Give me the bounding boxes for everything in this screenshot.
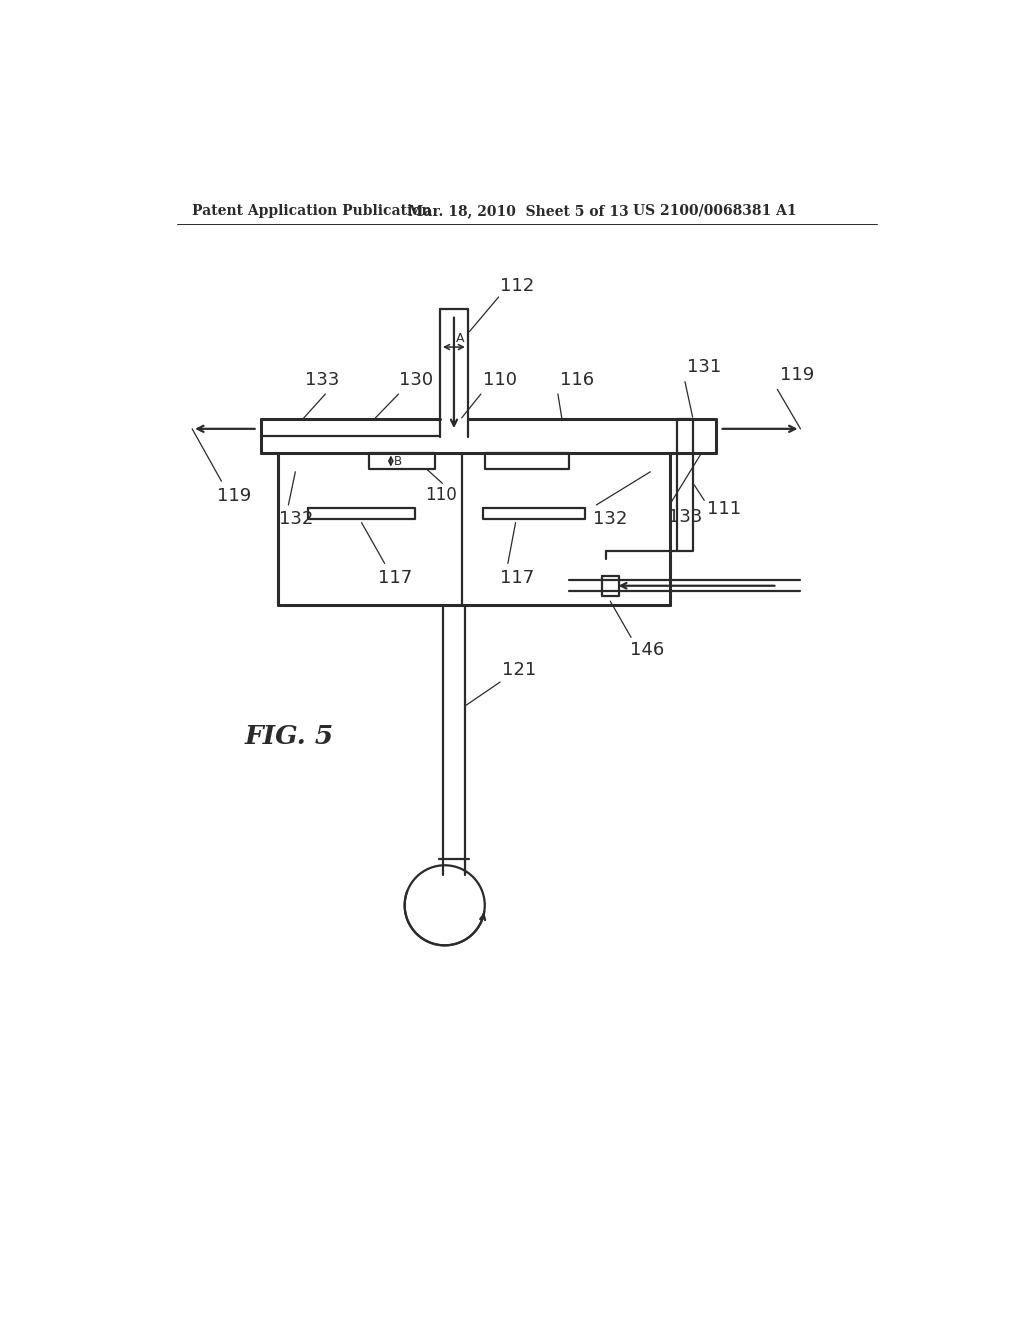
Text: 146: 146	[630, 642, 664, 659]
Text: 119: 119	[779, 366, 814, 384]
Text: 132: 132	[593, 511, 627, 528]
Text: 133: 133	[304, 371, 339, 389]
Text: Mar. 18, 2010  Sheet 5 of 13: Mar. 18, 2010 Sheet 5 of 13	[408, 203, 629, 218]
Text: 119: 119	[217, 487, 251, 504]
Text: 133: 133	[668, 508, 702, 525]
Text: 110: 110	[425, 487, 457, 504]
Text: 131: 131	[687, 358, 722, 376]
Text: 132: 132	[280, 511, 313, 528]
Text: 112: 112	[500, 277, 535, 294]
Text: 130: 130	[398, 371, 433, 389]
Text: Patent Application Publication: Patent Application Publication	[193, 203, 432, 218]
Text: 111: 111	[707, 500, 740, 519]
Text: 116: 116	[560, 371, 594, 389]
Text: B: B	[394, 454, 402, 467]
Text: US 2100/0068381 A1: US 2100/0068381 A1	[633, 203, 797, 218]
Text: 110: 110	[483, 371, 517, 389]
Text: FIG. 5: FIG. 5	[245, 725, 334, 750]
Text: 121: 121	[502, 661, 536, 678]
Text: A: A	[456, 331, 464, 345]
Text: 117: 117	[379, 569, 413, 587]
Text: 117: 117	[500, 569, 535, 587]
